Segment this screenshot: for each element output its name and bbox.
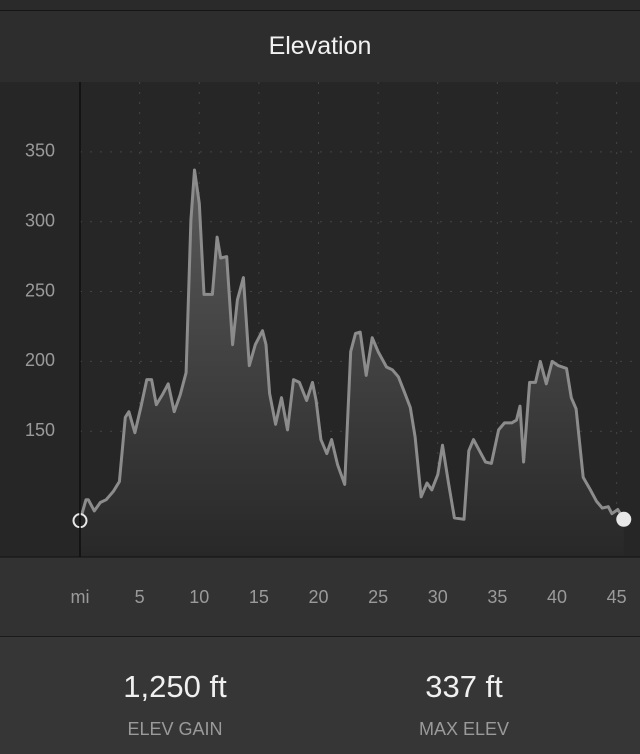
stat: 337 ft MAX ELEV: [344, 637, 584, 740]
header: Elevation: [0, 10, 640, 83]
x-tick-label: 25: [368, 587, 388, 607]
x-tick-label: 5: [135, 587, 145, 607]
chart: 150 200 250 300 350 mi 5 10 15 20 25 30 35 40 45: [0, 82, 640, 636]
x-tick-label: mi: [71, 587, 90, 607]
stats-panel: 1,250 ft ELEV GAIN 337 ft MAX ELEV: [0, 636, 640, 754]
x-tick-label: 20: [308, 587, 328, 607]
elevation-line: [78, 168, 626, 522]
x-tick-label: 15: [249, 587, 269, 607]
stat-value: 337 ft: [425, 669, 503, 704]
end-marker: [616, 511, 632, 527]
stat: 1,250 ft ELEV GAIN: [55, 637, 295, 740]
y-tick-label: 300: [25, 210, 55, 230]
x-tick-label: 45: [607, 587, 627, 607]
stat-label: MAX ELEV: [418, 719, 510, 739]
y-tick-label: 250: [25, 280, 55, 300]
x-axis-strip: [0, 557, 640, 636]
x-tick-label: 40: [547, 587, 567, 607]
y-tick-label: 200: [25, 350, 55, 370]
x-tick-label: 30: [428, 587, 448, 607]
x-tick-label: 10: [189, 587, 209, 607]
stat-label: ELEV GAIN: [127, 719, 223, 739]
x-tick-label: 35: [487, 587, 507, 607]
y-tick-label: 350: [25, 141, 55, 161]
y-tick-label: 150: [25, 420, 55, 440]
stat-value: 1,250 ft: [123, 669, 227, 704]
header-title: Elevation: [268, 32, 372, 60]
